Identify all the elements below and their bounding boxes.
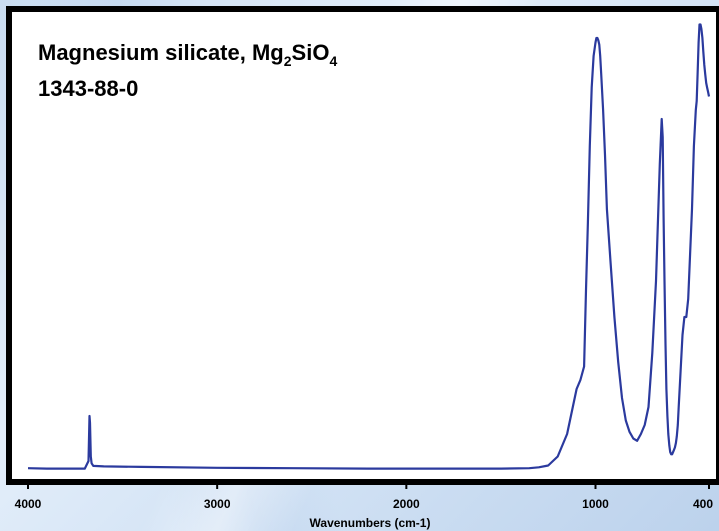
x-tick-label: 2000 [393,497,420,511]
x-tick-label: 1000 [582,497,609,511]
x-tick-label: 400 [693,497,713,511]
x-axis-label: Wavenumbers (cm-1) [310,516,431,530]
x-axis-ticks [27,482,710,489]
chart-title-line1: Magnesium silicate, Mg2SiO4 [38,40,337,69]
plot-frame [6,6,719,485]
x-tick-label: 4000 [15,497,42,511]
x-tick-label: 3000 [204,497,231,511]
chart-title-line2: 1343-88-0 [38,76,138,101]
x-axis-tick-labels: 4000 3000 2000 1000 400 [15,497,714,511]
spectrum-line [27,23,711,470]
